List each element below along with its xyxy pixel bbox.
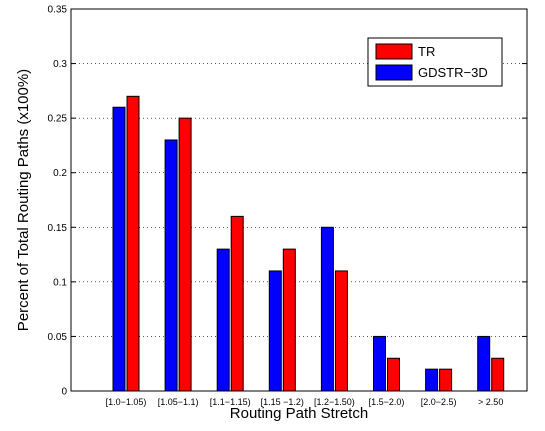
bar-gdstr-3d bbox=[477, 335, 491, 392]
bar-gdstr-3d bbox=[164, 139, 178, 392]
bar-tr bbox=[387, 357, 400, 392]
x-tick-label: [1.2−1.50) bbox=[314, 397, 355, 407]
bar-tr bbox=[178, 117, 192, 392]
bar-gdstr-3d bbox=[112, 106, 126, 392]
y-tick-label: 0.2 bbox=[53, 168, 67, 179]
bar-gdstr-3d bbox=[320, 226, 334, 392]
bar-tr bbox=[230, 215, 244, 392]
y-ticks: 0 0.05 0.1 0.15 0.2 0.25 0.3 0.35 bbox=[48, 5, 527, 398]
bar-tr bbox=[491, 357, 505, 392]
x-tick-label: [1.5−2.0) bbox=[369, 397, 405, 407]
legend-label: TR bbox=[418, 44, 435, 59]
y-axis-title: Percent of Total Routing Paths (x100%) bbox=[15, 69, 32, 331]
legend-label: GDSTR−3D bbox=[418, 65, 488, 80]
legend: TR GDSTR−3D bbox=[367, 37, 503, 87]
bar-gdstr-3d bbox=[373, 335, 386, 392]
plot-frame bbox=[70, 8, 528, 392]
bar-gdstr-3d bbox=[425, 368, 439, 392]
x-tick-label: [1.15 −1.2) bbox=[261, 397, 304, 407]
legend-swatch bbox=[375, 43, 413, 60]
bar-tr bbox=[439, 368, 453, 392]
y-tick-label: 0.25 bbox=[48, 114, 68, 125]
y-tick-label: 0.05 bbox=[48, 332, 68, 343]
x-tick-label: [1.0−1.05) bbox=[106, 397, 147, 407]
x-tick-label: > 2.50 bbox=[478, 397, 503, 407]
bars bbox=[112, 95, 505, 392]
x-tick-label: [1.1−1.15) bbox=[210, 397, 251, 407]
y-tick-label: 0 bbox=[61, 387, 67, 398]
y-tick-label: 0.3 bbox=[53, 59, 67, 70]
bar-tr bbox=[334, 270, 348, 392]
x-ticks: [1.0−1.05) [1.05−1.1) [1.1−1.15) [1.15 −1.2… bbox=[106, 397, 504, 407]
legend-swatch bbox=[375, 64, 413, 81]
y-tick-label: 0.35 bbox=[48, 5, 68, 16]
x-axis-title: Routing Path Stretch bbox=[230, 405, 368, 422]
bar-tr bbox=[282, 248, 296, 392]
bar-gdstr-3d bbox=[268, 270, 282, 392]
y-tick-label: 0.1 bbox=[53, 277, 67, 288]
x-tick-label: [1.05−1.1) bbox=[158, 397, 199, 407]
x-tick-label: [2.0−2.5) bbox=[421, 397, 457, 407]
y-tick-label: 0.15 bbox=[48, 223, 68, 234]
bar-gdstr-3d bbox=[216, 248, 230, 392]
bar-tr bbox=[126, 95, 140, 392]
